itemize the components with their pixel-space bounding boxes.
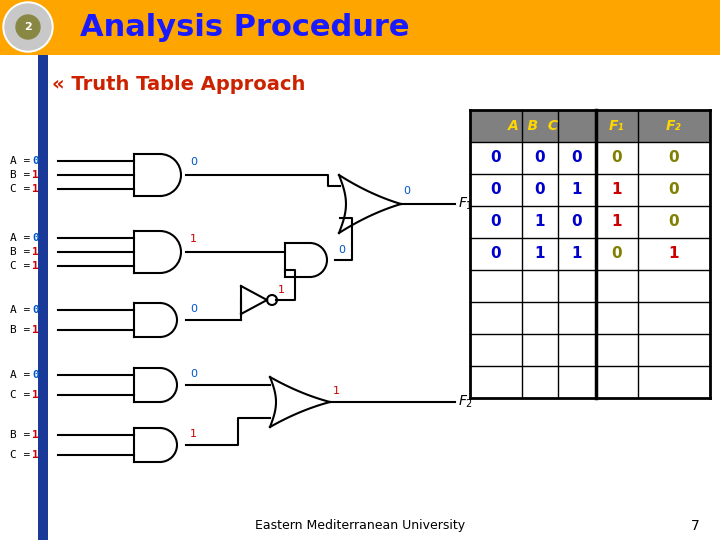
Text: 1: 1 [612,214,622,230]
Text: C =: C = [10,450,30,460]
Text: 0: 0 [535,183,545,198]
Text: A =: A = [10,370,30,380]
Text: 0: 0 [535,151,545,165]
Text: $F_1$: $F_1$ [458,196,473,212]
Text: 0: 0 [32,156,39,166]
Text: A =: A = [10,305,30,315]
Text: 0: 0 [669,183,679,198]
Text: 1: 1 [32,325,39,335]
Text: 2: 2 [24,22,32,32]
Text: 1: 1 [32,390,39,400]
Text: 0: 0 [190,304,197,314]
Text: 0: 0 [32,305,39,315]
Text: 1: 1 [572,246,582,261]
Text: F₂: F₂ [666,119,682,133]
Text: Eastern Mediterranean University: Eastern Mediterranean University [255,519,465,532]
Text: 0: 0 [190,369,197,379]
Text: 0: 0 [572,151,582,165]
Text: $F_2$: $F_2$ [458,394,473,410]
Circle shape [16,15,40,39]
Text: 1: 1 [32,170,39,180]
Text: 0: 0 [612,246,622,261]
Text: C =: C = [10,261,30,271]
Text: 7: 7 [691,519,700,533]
Text: A =: A = [10,233,30,243]
Text: 1: 1 [535,214,545,230]
Circle shape [5,4,51,50]
Text: 1: 1 [333,386,340,396]
Text: 0: 0 [491,214,501,230]
Text: 1: 1 [572,183,582,198]
Text: 0: 0 [669,214,679,230]
Bar [0,0,720,55]
Text: 1: 1 [32,261,39,271]
Text: 0: 0 [403,186,410,196]
Text: B =: B = [10,170,30,180]
Text: F₁: F₁ [609,119,625,133]
Text: C =: C = [10,184,30,194]
Text: B =: B = [10,430,30,440]
Text: 1: 1 [190,234,197,244]
Text: 1: 1 [32,430,39,440]
Text: 1: 1 [32,450,39,460]
Text: B =: B = [10,247,30,257]
Text: C =: C = [10,390,30,400]
Text: 0: 0 [612,151,622,165]
Text: « Truth Table Approach: « Truth Table Approach [52,76,305,94]
Text: A  B  C: A B C [508,119,559,133]
Text: 0: 0 [190,157,197,167]
Text: 1: 1 [32,184,39,194]
Text: 1: 1 [190,429,197,439]
Bar [38,55,48,540]
Text: Analysis Procedure: Analysis Procedure [80,12,410,42]
Text: 0: 0 [338,245,345,255]
Text: 1: 1 [278,285,285,295]
Text: 0: 0 [32,370,39,380]
Bar [470,110,710,142]
Text: 1: 1 [535,246,545,261]
Text: 0: 0 [491,183,501,198]
Text: 0: 0 [491,246,501,261]
Text: B =: B = [10,325,30,335]
Text: 1: 1 [669,246,679,261]
Text: 1: 1 [612,183,622,198]
Text: 0: 0 [32,233,39,243]
Text: A =: A = [10,156,30,166]
Circle shape [3,2,53,52]
Text: 0: 0 [572,214,582,230]
Text: 0: 0 [491,151,501,165]
Text: 0: 0 [669,151,679,165]
Text: 1: 1 [32,247,39,257]
